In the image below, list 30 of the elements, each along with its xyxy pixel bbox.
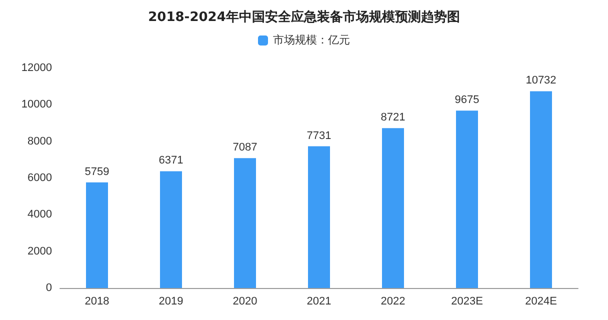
x-tick-label: 2019: [158, 296, 184, 308]
data-label: 9675: [454, 94, 480, 106]
x-tick-label: 2024E: [525, 296, 557, 308]
bar: [456, 110, 478, 288]
data-label: 7087: [232, 142, 258, 154]
y-tick-label: 2000: [28, 245, 52, 258]
data-label: 8721: [380, 112, 406, 124]
y-tick-label: 8000: [28, 135, 52, 148]
chart-title: 2018-2024年中国安全应急装备市场规模预测趋势图: [148, 9, 460, 25]
y-tick-label: 6000: [28, 172, 52, 184]
bar: [234, 158, 256, 288]
bar: [160, 171, 182, 288]
legend-label: 市场规模：亿元: [273, 34, 350, 46]
x-tick-label: 2018: [84, 296, 110, 308]
data-label: 6371: [158, 154, 184, 167]
x-tick-label: 2022: [380, 296, 406, 308]
bar: [308, 146, 330, 288]
bar: [530, 91, 552, 288]
x-tick-label: 2021: [306, 296, 332, 308]
y-tick-label: 0: [46, 282, 52, 294]
y-tick-label: 4000: [28, 208, 52, 221]
y-tick-label: 10000: [21, 98, 52, 111]
data-label: 10732: [526, 74, 556, 87]
data-label: 5759: [84, 166, 110, 178]
bar: [382, 128, 404, 288]
data-label: 7731: [306, 130, 332, 142]
x-tick-label: 2020: [232, 296, 258, 308]
x-tick-label: 2023E: [451, 296, 483, 308]
bar: [86, 182, 108, 288]
y-tick-label: 12000: [21, 62, 52, 74]
